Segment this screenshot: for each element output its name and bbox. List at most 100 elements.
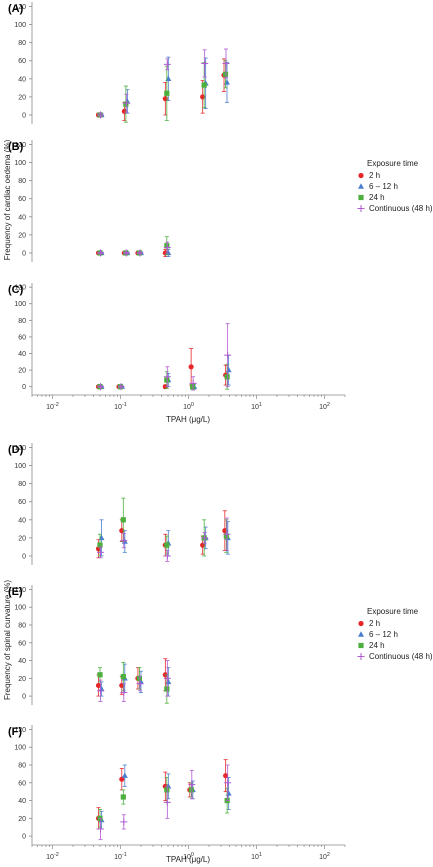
x-axis-label: TPAH (μg/L) [166,855,210,864]
legend-entry: 2 h [369,171,380,180]
data-point [165,678,172,685]
data-point [121,772,128,778]
panel-label: (E) [8,586,23,598]
panel-label: (B) [8,141,24,153]
legend-marker [358,642,364,649]
y-tick-label: 80 [18,318,26,325]
y-tick-label: 40 [18,76,26,83]
y-tick-label: 60 [18,640,26,647]
data-point [97,542,103,548]
y-tick-label: 20 [18,816,26,823]
y-tick-label: 0 [22,553,26,560]
legend-title: Exposure time [367,607,419,616]
y-tick-label: 20 [18,94,26,101]
y-tick-label: 20 [18,535,26,542]
y-tick-label: 120 [14,727,26,734]
legend-entry: Continuous (48 h) [369,204,433,213]
x-tick-label: 10-1 [114,852,127,861]
legend-entry: 24 h [369,193,385,202]
y-tick-label: 20 [18,232,26,239]
legend-marker [358,194,364,201]
y-tick-label: 100 [14,22,26,29]
y-tick-label: 0 [22,384,26,391]
y-tick-label: 60 [18,499,26,506]
data-point [164,787,170,793]
y-tick-label: 120 [14,4,26,11]
x-tick-label: 102 [319,852,330,861]
y-tick-label: 100 [14,605,26,612]
x-tick-label: 101 [251,402,262,411]
x-tick-label: 100 [183,852,194,861]
y-tick-label: 120 [14,445,26,452]
y-tick-label: 100 [14,745,26,752]
legend-entry: 2 h [369,619,380,628]
data-point [165,75,172,82]
x-tick-label: 10-2 [46,402,59,411]
data-point [164,686,170,692]
legend-entry: 24 h [369,641,385,650]
data-point [95,682,102,689]
data-point [136,675,143,681]
legend-marker [358,183,364,189]
y-tick-label: 120 [14,142,26,149]
data-point [190,384,196,390]
panel-label: (C) [8,284,24,296]
x-tick-label: 102 [319,402,330,411]
y-tick-label: 80 [18,481,26,488]
data-point [164,90,170,96]
data-point [97,672,103,678]
y-tick-label: 40 [18,517,26,524]
legend-marker [358,172,364,179]
data-point [120,794,126,800]
data-point [188,787,194,793]
y-tick-label: 0 [22,250,26,257]
y-tick-label: 120 [14,587,26,594]
y-tick-label: 100 [14,301,26,308]
y-tick-label: 40 [18,658,26,665]
x-tick-label: 100 [183,402,194,411]
y-axis-label: Frequency of spinal curvature (%) [3,580,12,700]
data-point [225,790,232,796]
y-tick-label: 40 [18,798,26,805]
y-tick-label: 40 [18,351,26,358]
y-tick-label: 120 [14,285,26,292]
data-point [224,374,230,380]
y-tick-label: 80 [18,178,26,185]
y-tick-label: 40 [18,214,26,221]
y-tick-label: 20 [18,676,26,683]
data-point [222,71,229,77]
y-tick-label: 0 [22,834,26,841]
legend-marker [358,631,364,637]
y-tick-label: 80 [18,763,26,770]
y-tick-label: 100 [14,463,26,470]
y-tick-label: 60 [18,58,26,65]
y-tick-label: 80 [18,40,26,47]
x-tick-label: 10-1 [114,402,127,411]
panel-label: (F) [8,726,22,738]
data-point [188,364,194,370]
legend-entry: 6 – 12 h [369,630,398,639]
x-tick-label: 10-2 [46,852,59,861]
y-axis-label: Frequency of cardiac oedema (%) [3,139,12,260]
y-tick-label: 60 [18,196,26,203]
y-tick-label: 100 [14,160,26,167]
x-tick-label: 101 [251,852,262,861]
y-tick-label: 60 [18,334,26,341]
legend-entry: Continuous (48 h) [369,652,433,661]
data-point [120,673,126,680]
y-tick-label: 20 [18,368,26,375]
legend-title: Exposure time [367,159,419,168]
data-point [120,517,126,523]
data-point [225,366,232,373]
y-tick-label: 80 [18,623,26,630]
data-point [119,776,125,782]
data-point [98,534,105,541]
panel-label: (A) [8,3,24,15]
y-tick-label: 0 [22,112,26,119]
data-point [201,82,207,88]
data-point [164,542,170,548]
y-tick-label: 60 [18,780,26,787]
data-point [223,773,229,779]
x-axis-label: TPAH (μg/L) [166,415,210,424]
